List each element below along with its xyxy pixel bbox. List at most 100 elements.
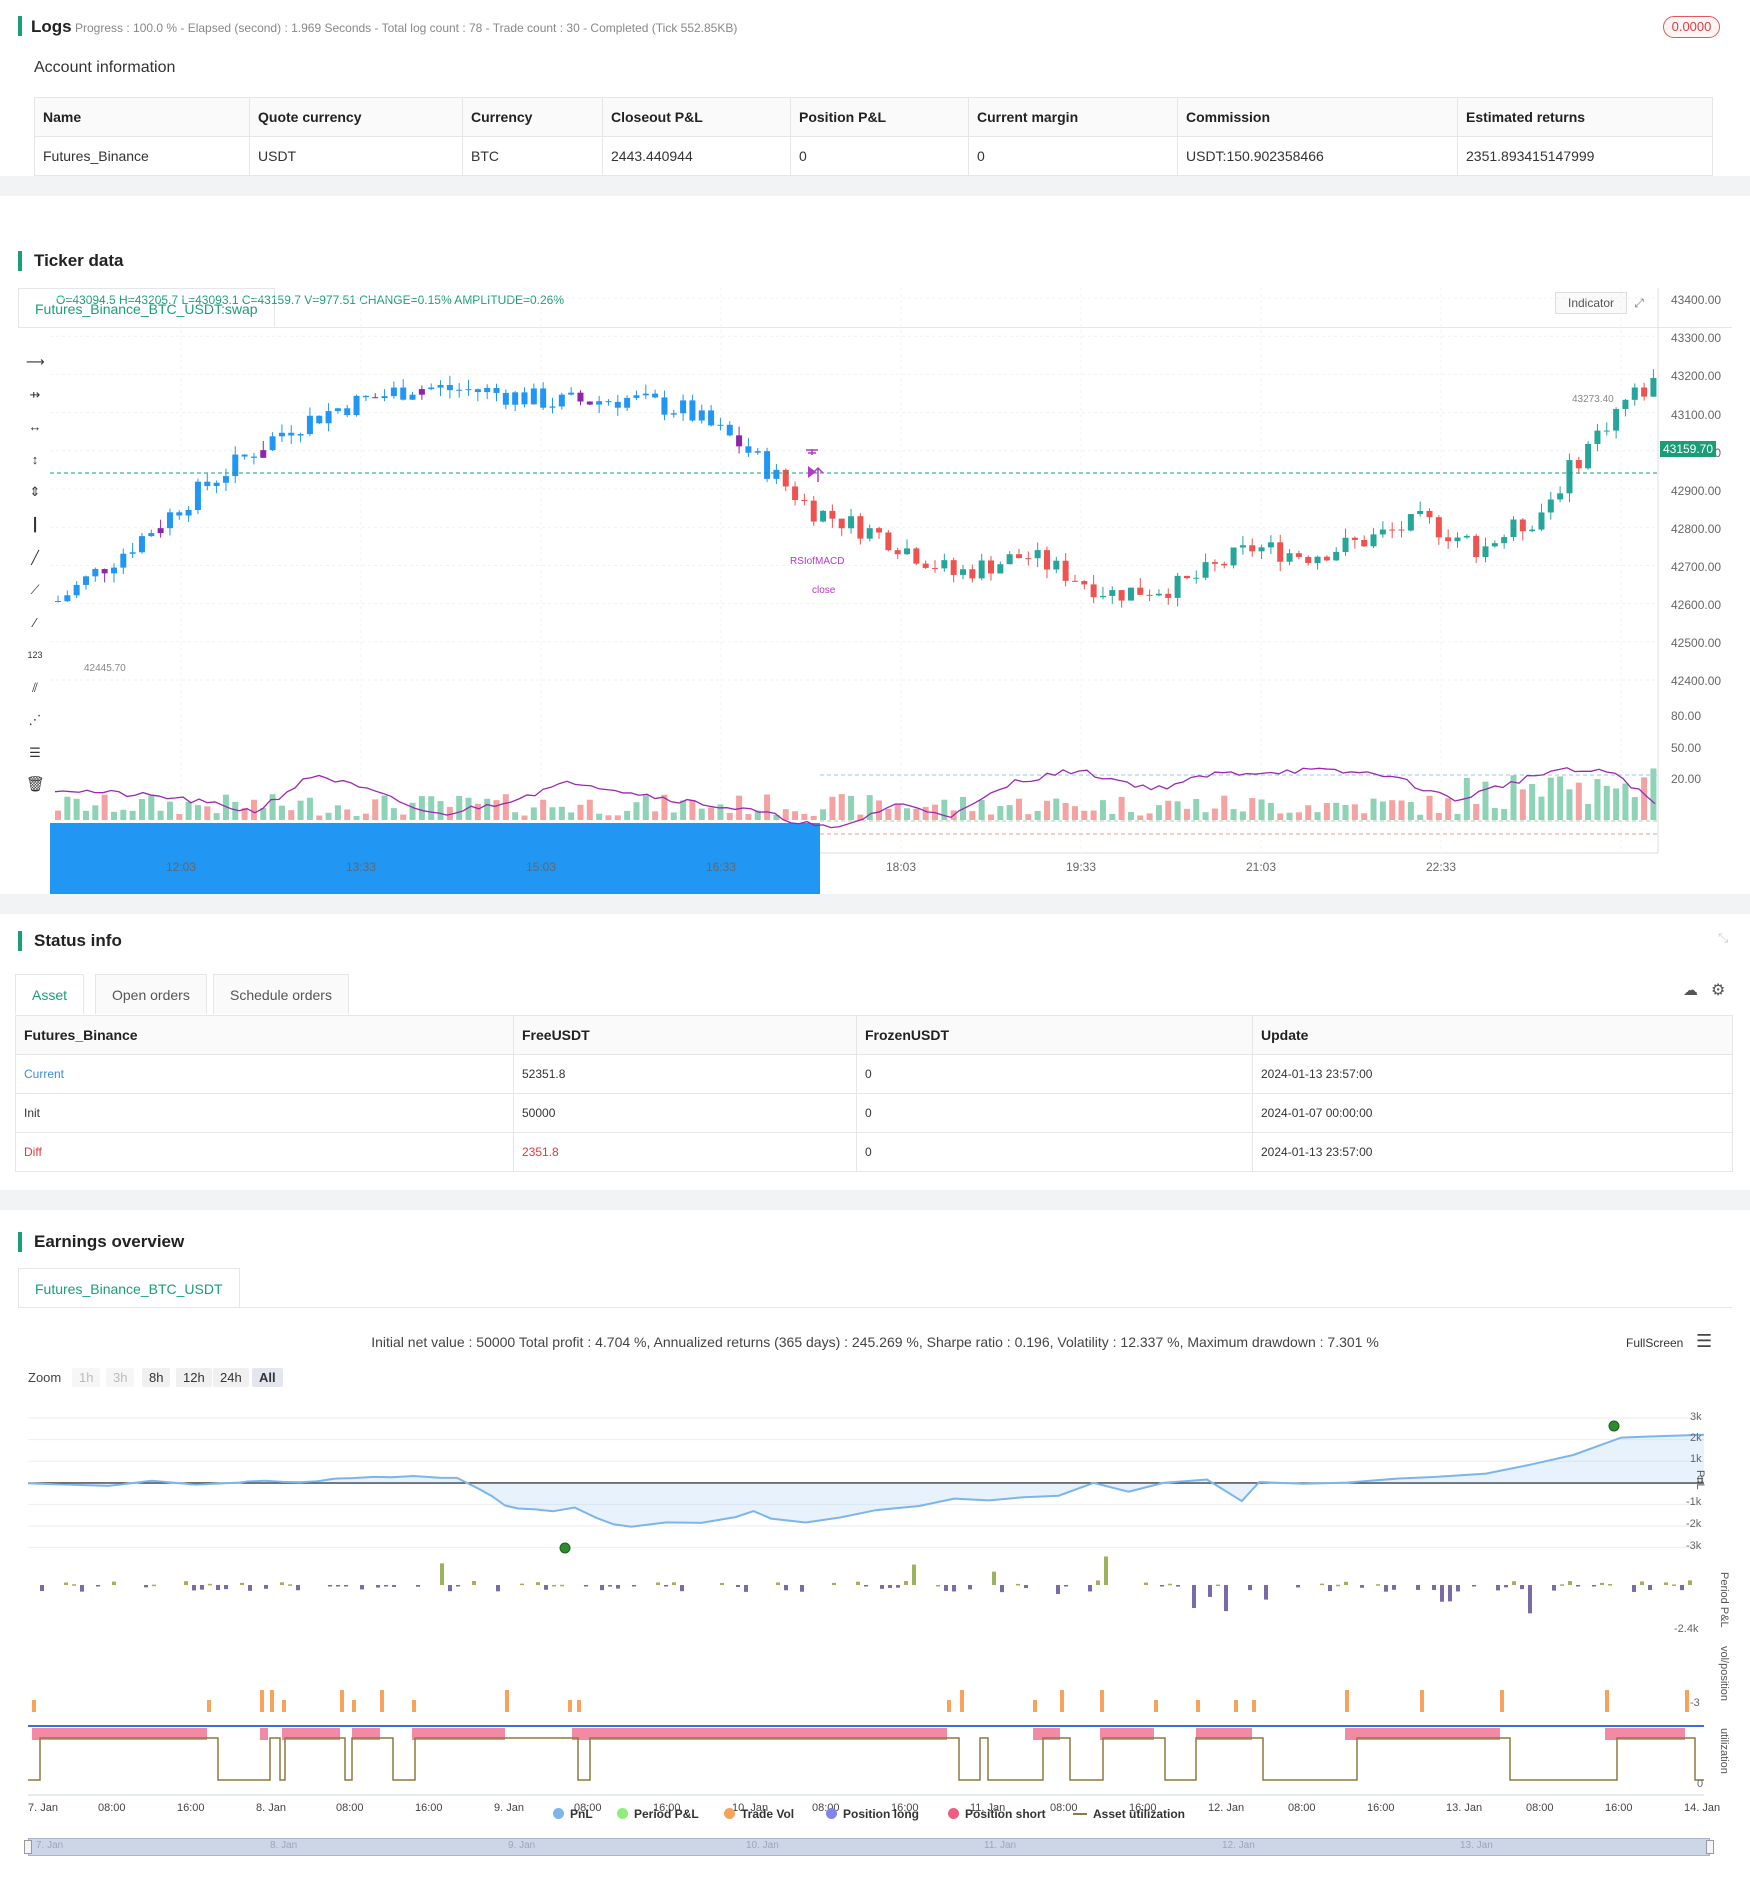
candle-body xyxy=(1277,542,1284,562)
date-tick: 08:00 xyxy=(1526,1802,1554,1814)
pitchfork-icon[interactable]: ⋰ xyxy=(28,712,42,727)
period-pnl-axis-title: Period P&L xyxy=(1718,1572,1730,1628)
candle-body xyxy=(1389,529,1396,531)
candle-body xyxy=(1622,399,1629,409)
fullscreen-button[interactable]: FullScreen xyxy=(1626,1336,1684,1350)
candle-body xyxy=(1305,556,1312,564)
settings-gear-icon[interactable]: ⚙ xyxy=(1711,982,1726,999)
tab-schedule-orders[interactable]: Schedule orders xyxy=(213,974,349,1014)
candle-body xyxy=(605,401,612,403)
volume-bar xyxy=(708,807,715,820)
candle-body xyxy=(950,560,957,575)
volume-bar xyxy=(157,810,164,820)
cell-free-usdt: 52351.8 xyxy=(513,1054,857,1094)
trend-line-icon[interactable]: ╱ xyxy=(31,550,39,565)
candle-body xyxy=(1267,542,1274,548)
vertical-line-icon[interactable]: ↕ xyxy=(31,452,39,467)
volume-bar xyxy=(1641,777,1648,820)
price-tick: 43200.00 xyxy=(1671,369,1722,383)
candle-body xyxy=(1081,581,1088,585)
candle-body xyxy=(502,392,509,405)
candle-body xyxy=(400,387,407,400)
candle-body xyxy=(1398,529,1405,531)
legend-trade-vol[interactable]: Trade Vol xyxy=(724,1807,794,1821)
volume-bar xyxy=(745,814,752,820)
cloud-download-icon[interactable]: ☁ xyxy=(1683,982,1698,999)
volume-bar xyxy=(997,806,1004,820)
vol-tick: -3 xyxy=(1690,1697,1700,1709)
trend-ray-icon[interactable]: ⟋ xyxy=(30,582,40,597)
indicator-button[interactable]: Indicator xyxy=(1555,292,1627,314)
tab-ticker-symbol[interactable]: Futures_Binance_BTC_USDT:swap xyxy=(18,288,275,328)
zoom-1h-button[interactable]: 1h xyxy=(72,1368,101,1387)
vertical-segment-icon[interactable]: ⇕ xyxy=(29,484,41,499)
vertical-ray-icon[interactable]: ┃ xyxy=(31,517,39,532)
volume-bar xyxy=(1286,812,1293,820)
candle-body xyxy=(325,411,332,424)
collapse-icon[interactable]: ⤡ xyxy=(1718,930,1729,945)
volume-bar xyxy=(1454,813,1461,820)
volume-bar xyxy=(913,808,920,820)
candle-body xyxy=(1295,553,1302,557)
trash-icon[interactable]: 🗑 xyxy=(26,776,46,793)
volume-bar xyxy=(894,804,901,820)
account-header-row: Name Quote currency Currency Closeout P&… xyxy=(34,97,1713,137)
zoom-12h-button[interactable]: 12h xyxy=(176,1368,212,1387)
price-label-icon[interactable]: 123 xyxy=(27,650,43,660)
volume-bar xyxy=(73,798,80,820)
fib-retracement-icon[interactable]: ☰ xyxy=(29,745,41,760)
tab-earnings-symbol[interactable]: Futures_Binance_BTC_USDT xyxy=(18,1268,240,1308)
volume-bar xyxy=(1510,775,1517,820)
legend-label: Period P&L xyxy=(634,1807,699,1821)
navigator-left-handle[interactable] xyxy=(24,1840,32,1854)
candle-body xyxy=(1314,556,1321,564)
price-tick: 42700.00 xyxy=(1671,560,1722,574)
volume-bar xyxy=(1165,800,1172,820)
zoom-all-button[interactable]: All xyxy=(252,1368,283,1387)
candle-body xyxy=(820,510,827,522)
date-tick: 08:00 xyxy=(336,1802,364,1814)
candle-body xyxy=(1613,408,1620,431)
tab-asset[interactable]: Asset xyxy=(15,974,85,1014)
volume-bar xyxy=(624,810,631,820)
col-closeout-pnl: Closeout P&L xyxy=(602,97,791,137)
volume-bar xyxy=(185,801,192,820)
volume-bar xyxy=(792,811,799,820)
candle-body xyxy=(1501,537,1508,544)
candle-body xyxy=(306,415,313,435)
legend-position-short[interactable]: Position short xyxy=(948,1807,1046,1821)
current-price-label: 43159.70 xyxy=(1660,441,1716,457)
candle-body xyxy=(708,410,715,426)
navigator-tick: 9. Jan xyxy=(508,1840,536,1851)
extended-trend-icon[interactable]: ⁄ xyxy=(33,615,37,630)
volume-bar xyxy=(493,800,500,820)
legend-period-pnl[interactable]: Period P&L xyxy=(617,1807,699,1821)
volume-bar xyxy=(838,794,845,820)
navigator-tick: 7. Jan xyxy=(36,1840,64,1851)
zoom-8h-button[interactable]: 8h xyxy=(142,1368,171,1387)
zoom-24h-button[interactable]: 24h xyxy=(213,1368,249,1387)
extended-line-icon[interactable]: ↔ xyxy=(28,419,42,434)
legend-position-long[interactable]: Position long xyxy=(826,1807,919,1821)
volume-bar xyxy=(670,812,677,820)
legend-asset-utilization[interactable]: Asset utilization xyxy=(1073,1807,1185,1821)
volume-bar xyxy=(288,810,295,820)
candle-body xyxy=(428,387,435,390)
volume-bar xyxy=(474,803,481,820)
tab-open-orders[interactable]: Open orders xyxy=(95,974,207,1014)
candle-body xyxy=(782,469,789,487)
volume-bar xyxy=(120,809,127,820)
candle-body xyxy=(260,450,267,458)
navigator-right-handle[interactable] xyxy=(1706,1840,1714,1854)
volume-bar xyxy=(540,799,547,820)
zoom-3h-button[interactable]: 3h xyxy=(106,1368,135,1387)
legend-pnl[interactable]: PnL xyxy=(553,1807,593,1821)
expand-icon[interactable]: ⤢ xyxy=(1634,296,1644,310)
candle-body xyxy=(1445,537,1452,542)
ohlc-readout: O=43094.5 H=43205.7 L=43093.1 C=43159.7 … xyxy=(56,293,565,307)
menu-icon[interactable]: ☰ xyxy=(1696,1331,1713,1351)
horizontal-ray-icon[interactable]: ⇸ xyxy=(29,387,41,402)
price-tick: 42900.00 xyxy=(1671,484,1722,498)
horizontal-line-icon[interactable]: ⟶ xyxy=(26,354,45,369)
parallel-channel-icon[interactable]: ⫽ xyxy=(32,680,38,695)
